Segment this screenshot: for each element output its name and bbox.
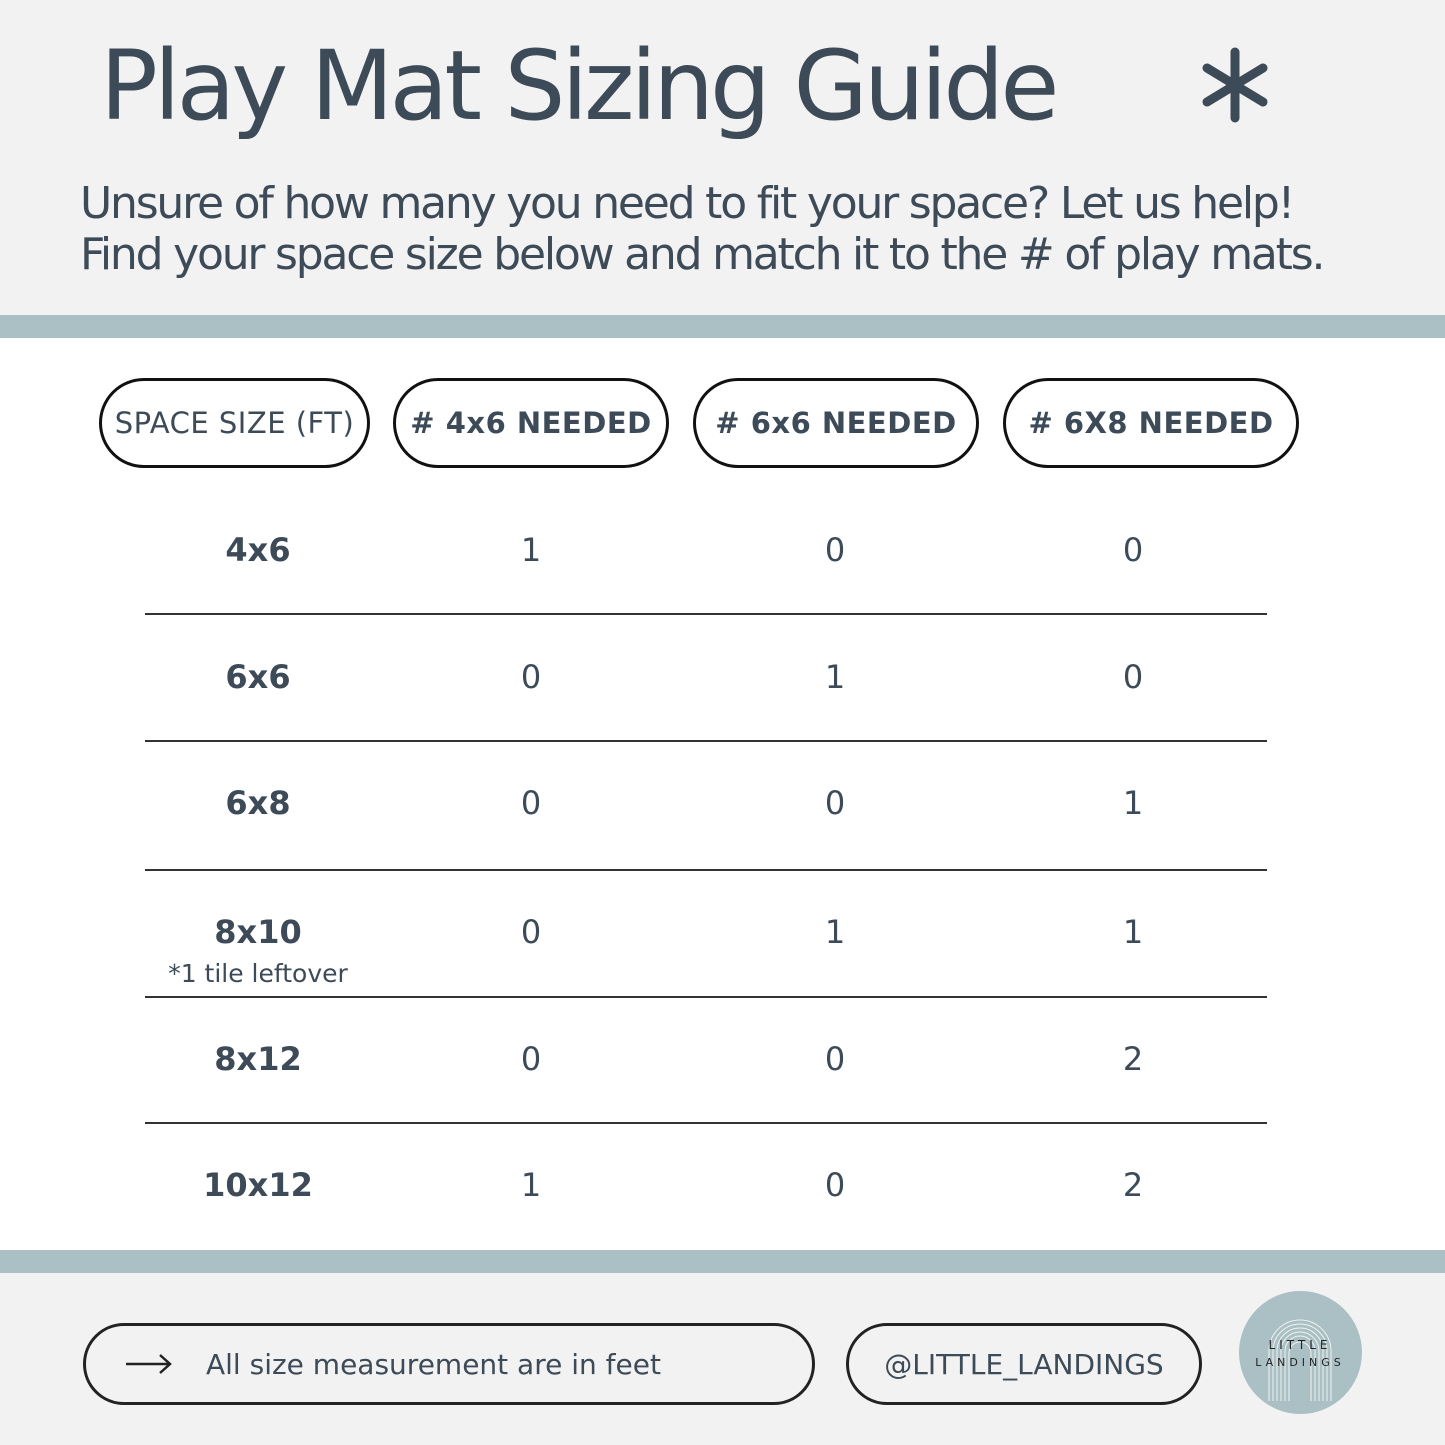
row-count-n4x6: 0 [520,913,542,951]
row-divider [145,996,1267,998]
row-divider [145,613,1267,615]
row-count-n4x6: 0 [520,784,542,822]
row-space-size: 4x6 [225,531,291,569]
row-count-n6x6: 0 [824,784,846,822]
row-count-n6x8: 2 [1122,1166,1144,1204]
row-count-n6x6: 0 [824,1166,846,1204]
column-header-6x6: # 6x6 NEEDED [693,378,979,468]
row-count-n4x6: 1 [520,1166,542,1204]
brand-logo: LITTLE LANDINGS [1239,1291,1362,1414]
subtitle-line-1: Unsure of how many you need to fit your … [80,178,1295,229]
row-divider [145,869,1267,871]
column-header-4x6: # 4x6 NEEDED [393,378,669,468]
logo-line-2: LANDINGS [1255,1356,1345,1369]
logo-line-1: LITTLE [1269,1338,1332,1352]
bottom-divider-band [0,1250,1445,1273]
row-divider [145,1122,1267,1124]
row-space-size: 6x8 [225,784,291,822]
row-count-n6x6: 0 [824,1040,846,1078]
row-count-n6x8: 2 [1122,1040,1144,1078]
row-space-size: 6x6 [225,658,291,696]
units-note-text: All size measurement are in feet [206,1347,661,1381]
row-count-n6x6: 0 [824,531,846,569]
row-count-n4x6: 0 [520,1040,542,1078]
row-count-n6x6: 1 [824,913,846,951]
row-count-n6x6: 1 [824,658,846,696]
row-space-size: 8x10 [214,913,302,951]
row-count-n4x6: 0 [520,658,542,696]
row-count-n6x8: 0 [1122,531,1144,569]
page-title: Play Mat Sizing Guide [100,30,1059,142]
row-space-size: 10x12 [203,1166,313,1204]
subtitle-line-2: Find your space size below and match it … [80,229,1325,280]
row-count-n4x6: 1 [520,531,542,569]
asterisk-icon [1202,47,1268,123]
social-handle[interactable]: @LITTLE_LANDINGS [846,1323,1202,1405]
row-note: *1 tile leftover [168,959,348,988]
row-space-size: 8x12 [214,1040,302,1078]
row-count-n6x8: 0 [1122,658,1144,696]
table-panel [0,338,1445,1250]
top-divider-band [0,315,1445,338]
row-count-n6x8: 1 [1122,784,1144,822]
column-header-space-size: SPACE SIZE (FT) [99,378,370,468]
row-count-n6x8: 1 [1122,913,1144,951]
column-header-6x8: # 6X8 NEEDED [1003,378,1299,468]
row-divider [145,740,1267,742]
units-note: All size measurement are in feet [83,1323,815,1405]
arrow-right-icon [126,1354,172,1374]
